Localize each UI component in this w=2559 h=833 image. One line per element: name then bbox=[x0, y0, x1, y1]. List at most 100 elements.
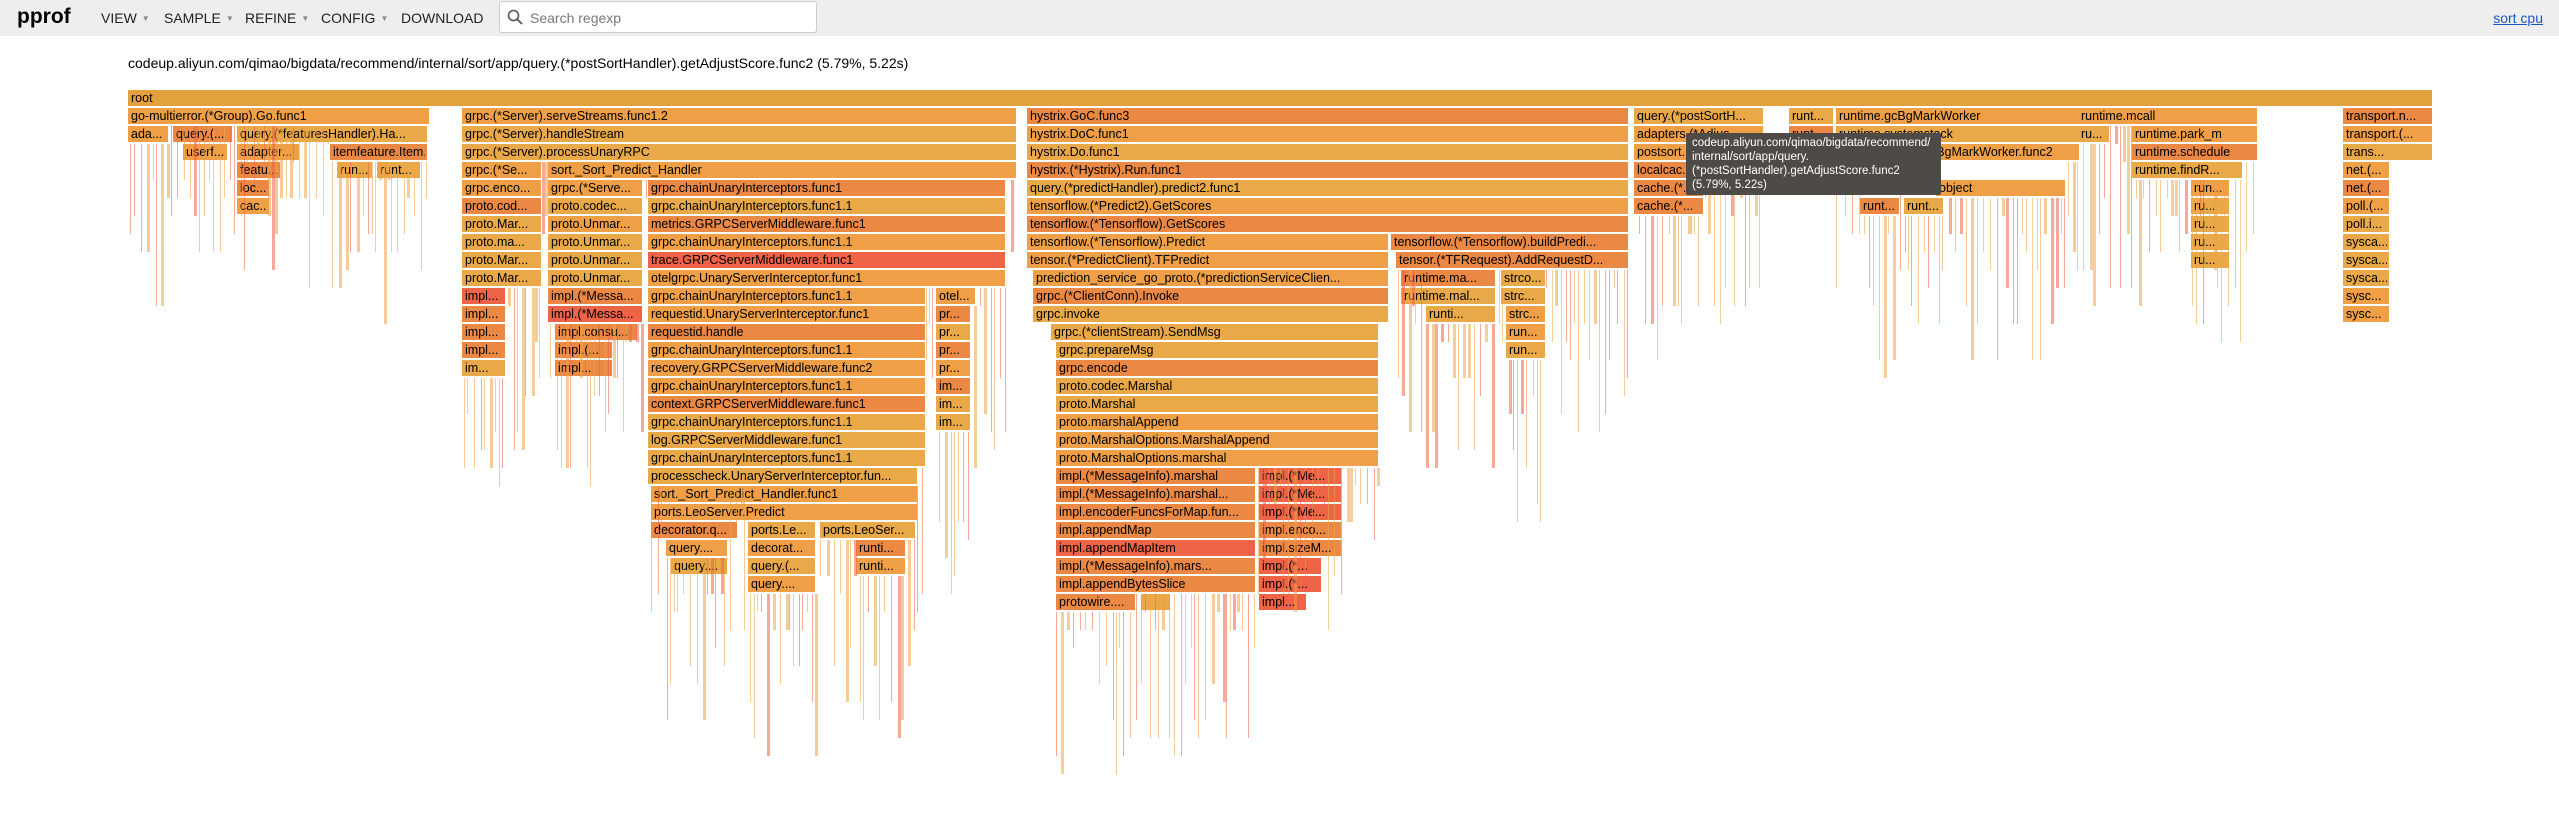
flame-frame[interactable]: proto.Marshal bbox=[1056, 396, 1378, 412]
flame-frame[interactable]: ru... bbox=[2191, 252, 2229, 268]
flame-frame[interactable]: tensorflow.(*Predict2).GetScores bbox=[1027, 198, 1628, 214]
flame-frame[interactable]: impl... bbox=[462, 324, 505, 340]
flame-frame[interactable]: grpc.chainUnaryInterceptors.func1.1 bbox=[648, 414, 925, 430]
flame-frame[interactable]: runt... bbox=[1904, 198, 1943, 214]
flame-frame[interactable]: query.... bbox=[666, 540, 727, 556]
flame-frame[interactable]: processcheck.UnaryServerInterceptor.fun.… bbox=[648, 468, 917, 484]
flame-frame[interactable]: grpc.(*clientStream).SendMsg bbox=[1051, 324, 1378, 340]
flame-frame[interactable]: proto.MarshalOptions.MarshalAppend bbox=[1056, 432, 1378, 448]
flame-frame[interactable]: runt... bbox=[377, 162, 420, 178]
sort-cpu-link[interactable]: sort cpu bbox=[2493, 10, 2543, 26]
flame-frame[interactable]: ru... bbox=[2078, 126, 2109, 142]
flame-frame[interactable]: query.(*predictHandler).predict2.func1 bbox=[1027, 180, 1628, 196]
flame-frame[interactable]: runtime.mcall bbox=[2078, 108, 2257, 124]
flame-frame[interactable]: tensor.(*PredictClient).TFPredict bbox=[1027, 252, 1388, 268]
flame-frame[interactable]: context.GRPCServerMiddleware.func1 bbox=[648, 396, 925, 412]
flame-frame[interactable]: sysc... bbox=[2343, 288, 2389, 304]
flame-frame[interactable]: run... bbox=[2191, 180, 2229, 196]
flame-frame[interactable]: im... bbox=[936, 396, 970, 412]
flame-frame[interactable]: proto.codec... bbox=[548, 198, 642, 214]
flame-frame[interactable]: impl... bbox=[462, 342, 505, 358]
flame-frame[interactable]: grpc.chainUnaryInterceptors.func1 bbox=[648, 180, 1005, 196]
flame-frame[interactable]: query.(... bbox=[173, 126, 232, 142]
flame-frame[interactable]: impl.(*Me... bbox=[1259, 504, 1341, 520]
flame-frame[interactable]: grpc.enco... bbox=[462, 180, 541, 196]
flame-frame[interactable] bbox=[1141, 594, 1170, 610]
flame-frame[interactable]: go-multierror.(*Group).Go.func1 bbox=[128, 108, 429, 124]
flame-frame[interactable]: runt... bbox=[1860, 198, 1899, 214]
flame-frame[interactable]: runtime.park_m bbox=[2132, 126, 2257, 142]
flame-frame[interactable]: pr... bbox=[936, 324, 970, 340]
flame-frame[interactable]: impl.(*... bbox=[1259, 576, 1321, 592]
flame-frame[interactable]: proto.ma... bbox=[462, 234, 541, 250]
flame-frame[interactable]: impl.appendMap bbox=[1056, 522, 1255, 538]
flame-frame[interactable]: recovery.GRPCServerMiddleware.func2 bbox=[648, 360, 925, 376]
flame-frame[interactable]: adapter... bbox=[237, 144, 299, 160]
flame-frame[interactable]: log.GRPCServerMiddleware.func1 bbox=[648, 432, 925, 448]
flame-frame[interactable]: strc... bbox=[1501, 288, 1545, 304]
flame-frame[interactable]: run... bbox=[337, 162, 372, 178]
flame-frame[interactable]: query.(... bbox=[748, 558, 815, 574]
flame-frame[interactable]: proto.marshalAppend bbox=[1056, 414, 1378, 430]
flame-frame[interactable]: grpc.(*Server).serveStreams.func1.2 bbox=[462, 108, 1016, 124]
flame-frame[interactable]: requestid.handle bbox=[648, 324, 925, 340]
flame-frame[interactable]: grpc.(*ClientConn).Invoke bbox=[1033, 288, 1388, 304]
flame-frame[interactable]: pr... bbox=[936, 342, 970, 358]
flame-frame[interactable]: grpc.prepareMsg bbox=[1056, 342, 1378, 358]
flame-frame[interactable]: impl... bbox=[462, 288, 505, 304]
flame-frame[interactable]: itemfeature.Item... bbox=[330, 144, 434, 160]
flame-frame[interactable]: impl.(*MessageInfo).marshal... bbox=[1056, 486, 1255, 502]
flame-frame[interactable]: hystrix.Do.func1 bbox=[1027, 144, 1628, 160]
flame-frame[interactable]: ru... bbox=[2191, 198, 2229, 214]
flame-frame[interactable]: net.(... bbox=[2343, 180, 2389, 196]
flame-frame[interactable]: runt... bbox=[1789, 108, 1833, 124]
flame-frame[interactable]: hystrix.(*Hystrix).Run.func1 bbox=[1027, 162, 1628, 178]
flame-frame[interactable]: transport.(... bbox=[2343, 126, 2432, 142]
flame-frame[interactable]: decorat... bbox=[748, 540, 815, 556]
flame-frame[interactable]: grpc.(*Server).processUnaryRPC bbox=[462, 144, 1016, 160]
flame-frame[interactable]: im... bbox=[462, 360, 505, 376]
flame-frame[interactable]: im... bbox=[936, 378, 970, 394]
flame-frame[interactable]: cac... bbox=[237, 198, 270, 214]
flame-frame[interactable]: impl.sizeM... bbox=[1259, 540, 1341, 556]
flame-frame[interactable]: sort._Sort_Predict_Handler bbox=[548, 162, 1016, 178]
flame-frame[interactable]: grpc.invoke bbox=[1033, 306, 1388, 322]
flame-frame[interactable]: grpc.chainUnaryInterceptors.func1.1 bbox=[648, 342, 925, 358]
flame-frame[interactable]: metrics.GRPCServerMiddleware.func1 bbox=[648, 216, 1005, 232]
flame-frame[interactable]: prediction_service_go_proto.(*prediction… bbox=[1033, 270, 1388, 286]
flame-frame[interactable]: proto.Mar... bbox=[462, 252, 541, 268]
flame-frame[interactable]: grpc.chainUnaryInterceptors.func1.1 bbox=[648, 234, 1005, 250]
flame-frame[interactable]: requestid.UnaryServerInterceptor.func1 bbox=[648, 306, 925, 322]
flame-frame[interactable]: impl... bbox=[462, 306, 505, 322]
flame-frame[interactable]: userf... bbox=[183, 144, 227, 160]
sample-menu[interactable]: SAMPLE ▼ bbox=[164, 0, 234, 36]
flame-frame[interactable]: grpc.(*Se... bbox=[462, 162, 541, 178]
flame-frame[interactable]: trace.GRPCServerMiddleware.func1 bbox=[648, 252, 1005, 268]
flame-frame[interactable]: sysca... bbox=[2343, 252, 2389, 268]
flame-frame[interactable]: gcBgMarkWorker.func2 bbox=[1920, 144, 2079, 160]
flame-frame[interactable]: otelgrpc.UnaryServerInterceptor.func1 bbox=[648, 270, 1005, 286]
flame-frame[interactable]: impl... bbox=[555, 360, 612, 376]
flame-frame[interactable]: sysc... bbox=[2343, 306, 2389, 322]
flame-frame[interactable]: object bbox=[1936, 180, 2065, 196]
flame-frame[interactable]: impl.(*MessageInfo).marshal bbox=[1056, 468, 1255, 484]
flame-frame[interactable]: grpc.chainUnaryInterceptors.func1.1 bbox=[648, 288, 925, 304]
flame-frame[interactable]: proto.Mar... bbox=[462, 270, 541, 286]
flame-frame[interactable]: grpc.chainUnaryInterceptors.func1.1 bbox=[648, 378, 925, 394]
flame-frame[interactable]: run... bbox=[1506, 324, 1545, 340]
flame-frame[interactable]: impl... bbox=[1259, 594, 1306, 610]
flame-frame[interactable]: runtime.ma... bbox=[1401, 270, 1495, 286]
flame-frame[interactable]: impl.appendMapItem bbox=[1056, 540, 1255, 556]
search-input[interactable] bbox=[528, 2, 814, 34]
flame-frame[interactable]: proto.Unmar... bbox=[548, 234, 642, 250]
flame-frame[interactable]: query.(*postSortH... bbox=[1634, 108, 1763, 124]
flame-frame[interactable]: run... bbox=[1506, 342, 1545, 358]
flame-frame[interactable]: ru... bbox=[2191, 216, 2229, 232]
flame-frame[interactable]: tensorflow.(*Tensorflow).buildPredi... bbox=[1391, 234, 1628, 250]
view-menu[interactable]: VIEW ▼ bbox=[101, 0, 150, 36]
flame-frame[interactable]: strco... bbox=[1501, 270, 1545, 286]
flame-frame[interactable]: impl.(*Messa... bbox=[548, 306, 642, 322]
flame-frame[interactable]: tensorflow.(*Tensorflow).Predict bbox=[1027, 234, 1388, 250]
flame-frame[interactable]: im... bbox=[936, 414, 970, 430]
flame-frame[interactable]: impl.enco... bbox=[1259, 522, 1341, 538]
